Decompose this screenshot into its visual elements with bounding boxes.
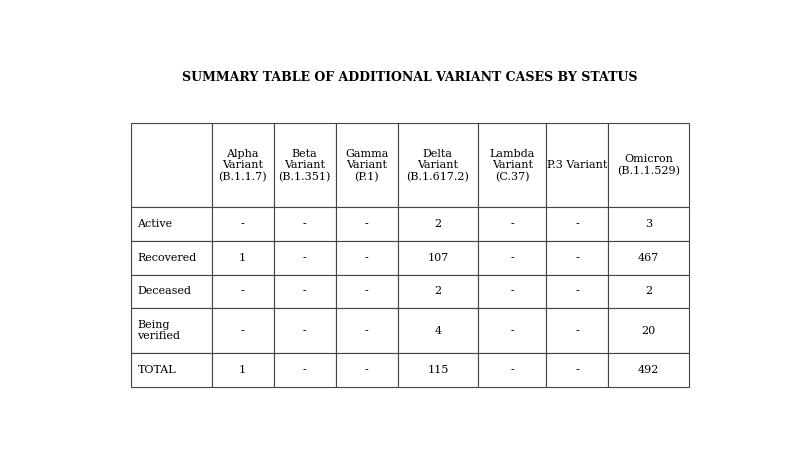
Text: SUMMARY TABLE OF ADDITIONAL VARIANT CASES BY STATUS: SUMMARY TABLE OF ADDITIONAL VARIANT CASE…	[182, 71, 638, 84]
